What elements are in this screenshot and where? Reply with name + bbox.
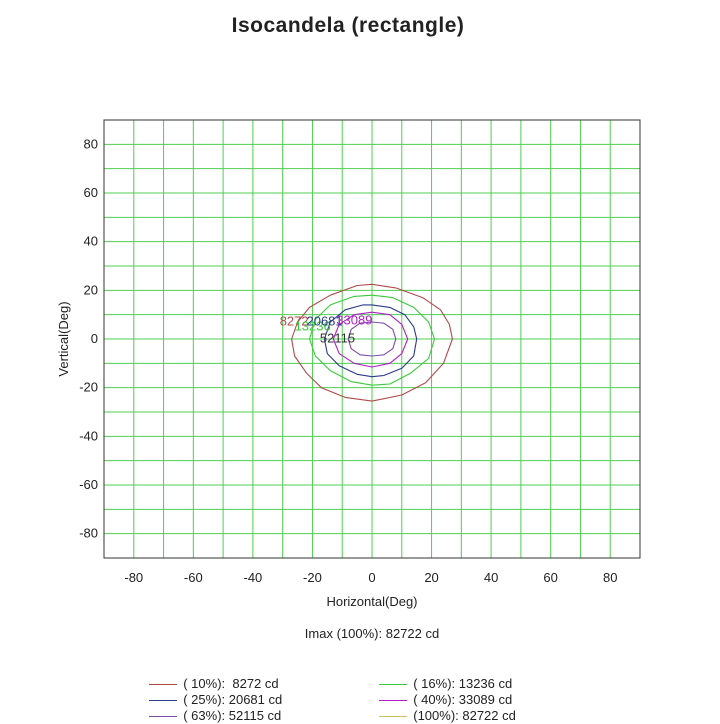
x-tick-label: 40 [484,570,498,585]
legend-item: ( 63%): 52115 cd [142,692,281,723]
legend-item: ( 40%): 33089 cd [372,676,512,707]
legend-swatch [149,716,178,718]
plot-frame [103,119,641,559]
imax-text: Imax (100%): 82722 cd [304,626,440,641]
contour-value-label: 20681 [306,314,342,329]
y-axis-label: Vertical(Deg) [56,301,71,376]
contour-25-percent [323,304,418,378]
contour-value-label: 52115 [320,331,355,346]
legend-swatch [149,700,178,702]
contour-layer [291,283,453,402]
x-tick-label: 60 [543,570,557,585]
contour-63-percent [347,321,397,357]
contour-value-label: 33089 [336,312,372,327]
legend-swatch [379,684,408,686]
legend-swatch [379,700,408,702]
y-tick-label: -60 [79,477,98,492]
legend-item: ( 16%): 13236 cd [372,660,512,691]
x-tick-label: -20 [303,570,322,585]
y-tick-label: -80 [79,526,98,541]
y-tick-label: -20 [79,380,98,395]
tick-layer: -80 -60 -40 -20 0 20 40 60 80 80 60 40 20 0 -20 -40 -60 -… [79,136,617,585]
y-tick-label: 80 [84,136,98,151]
legend-label: ( 40%): 33089 cd [413,692,513,707]
legend-item: (100%): 82722 cd [372,692,516,723]
legend-label: ( 63%): 52115 cd [183,708,282,723]
contour-40-percent [332,311,409,368]
grid-layer [103,119,641,559]
x-tick-label: -60 [184,570,203,585]
legend-item: ( 10%): 8272 cd [142,660,279,691]
x-tick-label: -80 [124,570,143,585]
legend-label: ( 10%): 8272 cd [183,676,279,691]
legend-swatch [379,716,408,718]
y-tick-label: -40 [79,428,98,443]
legend-item: ( 25%): 20681 cd [142,676,282,707]
x-tick-label: 20 [424,570,438,585]
y-tick-label: 60 [84,185,98,200]
x-tick-label: 80 [603,570,617,585]
contour-10-percent [291,283,453,402]
x-tick-label: -40 [243,570,262,585]
y-tick-label: 40 [84,234,98,249]
x-tick-label: 0 [368,570,375,585]
chart-title: Isocandela (rectangle) [231,14,465,37]
contour-16-percent [308,294,436,386]
contour-value-label: 13236 [295,318,331,333]
x-axis-label: Horizontal(Deg) [326,594,417,609]
legend-label: ( 16%): 13236 cd [413,676,513,691]
y-tick-label: 0 [91,331,98,346]
legend-label: ( 25%): 20681 cd [183,692,283,707]
y-tick-label: 20 [84,282,98,297]
legend-swatch [149,684,178,686]
legend-label: (100%): 82722 cd [413,708,516,723]
contour-value-label: 8272 [280,314,309,329]
